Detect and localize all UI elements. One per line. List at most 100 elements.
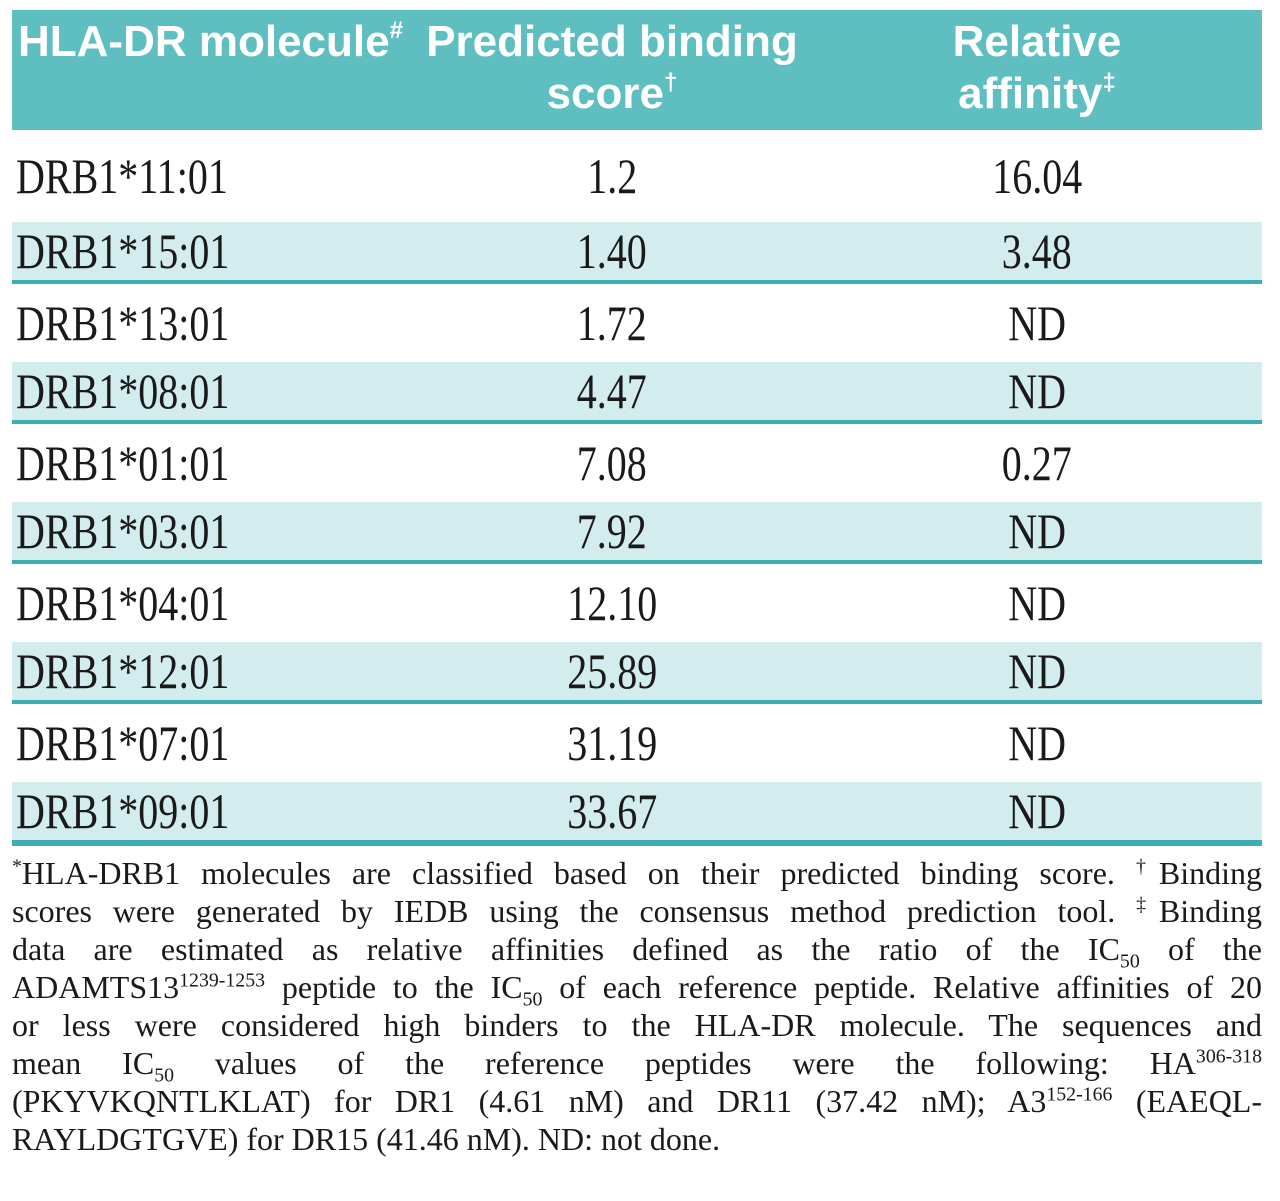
cell-value: DRB1*12:01: [16, 642, 230, 699]
footnote-line: *HLA-DRB1 molecules are classified based…: [12, 854, 1262, 892]
affinity-cell: 0.27: [812, 422, 1262, 502]
cell-value: 7.92: [577, 502, 647, 559]
cell-value: ND: [1008, 782, 1066, 839]
footnote-text: ADAMTS13: [12, 968, 180, 1005]
cell-value: DRB1*11:01: [16, 147, 228, 204]
footnote-line: mean IC50 values of the reference peptid…: [12, 1044, 1263, 1085]
footnote-line: ADAMTS131239-1253 peptide to the IC50 of…: [12, 968, 1262, 1009]
footnote-line: (PKYVKQNTLKLAT) for DR1 (4.61 nM) and DR…: [12, 1082, 1262, 1120]
col-header-predicted-binding-score: Predicted binding score†: [412, 10, 812, 130]
table-row: DRB1*03:01 7.92 ND: [12, 501, 1262, 564]
cell-value: 25.89: [567, 642, 657, 699]
score-cell: 31.19: [412, 702, 812, 782]
molecule-cell: DRB1*04:01: [12, 562, 412, 642]
footnote-line: scores were generated by IEDB using the …: [12, 892, 1262, 930]
cell-value: DRB1*04:01: [16, 574, 230, 631]
col-header-label: affinity: [958, 68, 1103, 118]
affinity-cell: ND: [812, 641, 1262, 704]
cell-value: 31.19: [567, 714, 657, 771]
footnote-line: data are estimated as relative affinitie…: [12, 930, 1263, 971]
header-row: HLA-DR molecule# Predicted binding score…: [12, 10, 1262, 130]
footnote-line: RAYLDGTGVE) for DR15 (41.46 nM). ND: not…: [12, 1120, 1262, 1158]
footnote-subscript: 50: [154, 1064, 175, 1087]
score-cell: 4.47: [412, 361, 812, 424]
cell-value: DRB1*15:01: [16, 222, 230, 279]
footnote-superscript: *: [12, 855, 22, 878]
footnote-text: of the: [1139, 930, 1263, 967]
cell-value: ND: [1008, 574, 1066, 631]
affinity-cell: ND: [812, 702, 1262, 782]
score-cell: 25.89: [412, 641, 812, 704]
footnote-text: data are estimated as relative affinitie…: [12, 930, 1120, 967]
footnote-subscript: 50: [522, 988, 543, 1011]
affinity-cell: 3.48: [812, 221, 1262, 284]
affinity-cell: 16.04: [812, 130, 1262, 222]
cell-value: ND: [1008, 714, 1066, 771]
molecule-cell: DRB1*09:01: [12, 781, 412, 846]
affinity-cell: ND: [812, 781, 1262, 846]
table-row: DRB1*04:01 12.10 ND: [12, 561, 1262, 642]
header-line: Relative: [952, 17, 1122, 66]
footnote-text: Binding: [1158, 892, 1263, 929]
header-line: Predicted binding: [426, 17, 798, 66]
table-row: DRB1*11:01 1.2 16.04: [12, 129, 1262, 222]
table-body: DRB1*11:01 1.2 16.04 DRB1*15:01 1.40 3.48 DRB1…: [12, 129, 1262, 846]
molecule-cell: DRB1*03:01: [12, 501, 412, 564]
footnote-superscript: †: [1135, 855, 1159, 878]
footnote-superscript: 1239-1253: [179, 969, 266, 992]
footnote-text: (PKYVKQNTLKLAT) for DR1 (4.61 nM) and DR…: [12, 1082, 1047, 1119]
cell-value: ND: [1008, 294, 1066, 351]
molecule-cell: DRB1*13:01: [12, 282, 412, 362]
cell-value: 33.67: [567, 782, 657, 839]
col-header-label: HLA-DR molecule: [18, 17, 390, 66]
score-cell: 12.10: [412, 562, 812, 642]
cell-value: DRB1*01:01: [16, 434, 230, 491]
footnote-text: or less were considered high binders to …: [12, 1006, 1262, 1043]
footnote-superscript: 306-318: [1195, 1045, 1263, 1068]
table-row: DRB1*12:01 25.89 ND: [12, 641, 1262, 704]
col-header-relative-affinity: Relative affinity‡: [812, 10, 1262, 130]
footnote-marker-double-dagger: ‡: [1102, 69, 1116, 97]
footnote-text: (EAEQL-: [1112, 1082, 1263, 1119]
score-cell: 1.2: [412, 130, 812, 222]
score-cell: 7.08: [412, 422, 812, 502]
cell-value: DRB1*08:01: [16, 362, 230, 419]
footnote-marker-dagger: †: [663, 69, 678, 97]
footnote-text: scores were generated by IEDB using the …: [12, 892, 1137, 929]
affinity-cell: ND: [812, 282, 1262, 362]
affinity-cell: ND: [812, 361, 1262, 424]
footnote-text: mean IC: [12, 1044, 155, 1081]
footnote-text: RAYLDGTGVE) for DR15 (41.46 nM). ND: not…: [12, 1120, 721, 1157]
molecule-cell: DRB1*11:01: [12, 130, 412, 222]
footnote-text: peptide to the IC: [265, 968, 523, 1005]
score-cell: 1.72: [412, 282, 812, 362]
affinity-cell: ND: [812, 562, 1262, 642]
cell-value: DRB1*09:01: [16, 782, 230, 839]
footnote-superscript: 152-166: [1046, 1083, 1113, 1106]
score-cell: 7.92: [412, 501, 812, 564]
cell-value: 1.72: [577, 294, 647, 351]
header-line: HLA-DR molecule#: [18, 16, 412, 68]
footnote-text: HLA-DRB1 molecules are classified based …: [21, 854, 1136, 891]
molecule-cell: DRB1*08:01: [12, 361, 412, 424]
col-header-label: score: [546, 68, 664, 118]
cell-value: 3.48: [1002, 222, 1072, 279]
header-line: affinity‡: [812, 68, 1262, 120]
molecule-cell: DRB1*01:01: [12, 422, 412, 502]
hla-binding-table: HLA-DR molecule# Predicted binding score…: [12, 10, 1262, 846]
cell-value: 16.04: [992, 147, 1082, 204]
footnote-marker-hash: #: [389, 17, 404, 45]
header-line: score†: [412, 68, 812, 120]
footnote-superscript: ‡: [1136, 893, 1159, 916]
cell-value: DRB1*07:01: [16, 714, 230, 771]
score-cell: 33.67: [412, 781, 812, 846]
table-footnote: *HLA-DRB1 molecules are classified based…: [12, 854, 1262, 1158]
footnote-text: values of the reference peptides were th…: [174, 1044, 1196, 1081]
footnote-line: or less were considered high binders to …: [12, 1006, 1262, 1044]
cell-value: 4.47: [577, 362, 647, 419]
table-row: DRB1*09:01 33.67 ND: [12, 781, 1262, 846]
table-row: DRB1*08:01 4.47 ND: [12, 361, 1262, 424]
footnote-text: of each reference peptide. Relative affi…: [542, 968, 1262, 1005]
footnote-subscript: 50: [1119, 950, 1140, 973]
